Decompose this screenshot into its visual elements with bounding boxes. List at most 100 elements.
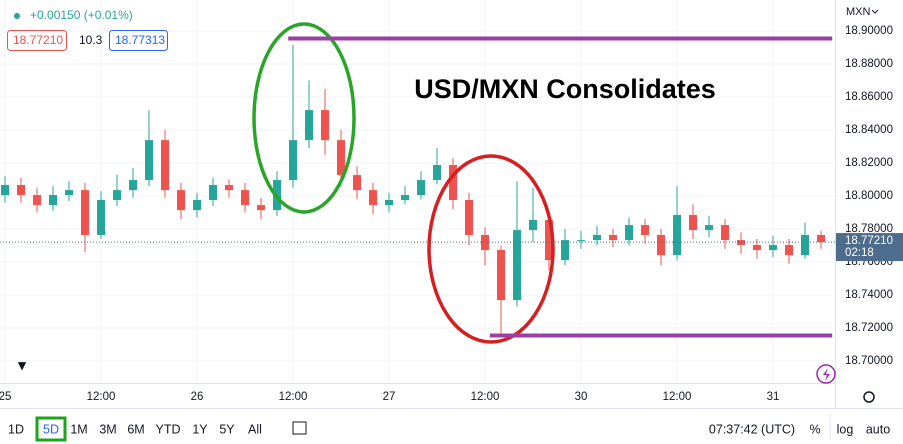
highlight-ellipse (427, 154, 555, 344)
candle-body (161, 140, 169, 191)
candle-body (33, 195, 41, 206)
candle-body (561, 240, 569, 261)
range-button[interactable]: YTD (156, 422, 181, 436)
range-button[interactable]: 5D (43, 422, 59, 436)
x-tick-label: 30 (575, 391, 588, 403)
date-range-icon[interactable] (292, 421, 307, 435)
range-button[interactable]: 3M (99, 422, 116, 436)
x-tick-label: 12:00 (87, 391, 116, 403)
x-tick-label: 31 (767, 391, 780, 403)
candle-body (769, 245, 777, 250)
candle-body (721, 225, 729, 241)
change: +0.00150 (+0.01%) (30, 8, 133, 22)
candle-body (257, 205, 265, 211)
spread: 10.3 (79, 33, 103, 47)
candle-body (545, 219, 553, 261)
candle-body (209, 184, 217, 200)
toolbar: 1D 5D 1M 3M 6M YTD 1Y 5Y All% log auto (8, 422, 890, 436)
ask-box (109, 30, 168, 51)
x-tick-label: 27 (383, 391, 396, 403)
clock: 07:37:42 (UTC) (709, 422, 795, 436)
candle-body (513, 230, 521, 300)
candle-body (289, 140, 297, 181)
candle-body (401, 195, 409, 200)
status-dot (14, 13, 20, 19)
x-tick-label: 12:00 (663, 391, 692, 403)
settings-icon[interactable] (863, 391, 875, 403)
candle-body (321, 110, 329, 141)
candle-body (113, 190, 121, 200)
candle-body (1, 184, 9, 196)
last-price-tag (836, 233, 903, 262)
highlight-ellipse (252, 22, 356, 214)
ask: 18.77313 (115, 33, 165, 47)
candle-body (753, 245, 761, 250)
candle-body (193, 199, 201, 211)
candle-body (801, 234, 809, 256)
candle-body (65, 190, 73, 196)
candle-body (673, 215, 681, 256)
range-button[interactable]: All (248, 422, 262, 436)
logo[interactable]: ▾ (17, 357, 26, 374)
last-price-label: 18.77210 (845, 235, 893, 247)
range-button[interactable]: 6M (127, 422, 144, 436)
range-button[interactable]: 1Y (192, 422, 208, 436)
y-tick-label: 18.84000 (845, 124, 893, 136)
candle-body (449, 165, 457, 200)
candle-body (97, 199, 105, 235)
candle-body (337, 140, 345, 176)
candle-body (481, 234, 489, 250)
alert-bolt (823, 368, 830, 381)
candle-body (49, 195, 57, 206)
y-tick-label: 18.80000 (845, 190, 893, 202)
candle-body (705, 225, 713, 231)
x-tick-label: 25 (0, 391, 11, 403)
range-button[interactable]: 5Y (219, 422, 235, 436)
candle-body (129, 180, 137, 191)
bid-box (7, 30, 67, 51)
candle-body (593, 234, 601, 241)
currency-chevron[interactable] (871, 9, 879, 14)
candle-body (497, 249, 505, 300)
candle-body (369, 190, 377, 206)
candle-body (817, 234, 825, 243)
candle-body (225, 184, 233, 191)
x-tick-label: 12:00 (471, 391, 500, 403)
candle-body (625, 225, 633, 241)
currency[interactable]: MXN (846, 6, 871, 18)
annotation: USD/MXN Consolidates (414, 74, 716, 104)
active-range-frame (35, 416, 67, 442)
candle-body (385, 199, 393, 206)
scale-option[interactable]: % (809, 422, 820, 436)
candle-body (81, 190, 89, 235)
candle-body (177, 190, 185, 211)
candle-body (305, 110, 313, 141)
candle-body (785, 245, 793, 256)
candle-body (529, 219, 537, 231)
candle-body (353, 175, 361, 191)
candle-body (433, 165, 441, 181)
range-button[interactable]: 1M (70, 422, 87, 436)
candle-body (609, 234, 617, 241)
candle-body (145, 140, 153, 181)
x-tick-label: 12:00 (279, 391, 308, 403)
y-tick-label: 18.90000 (845, 25, 893, 37)
candle-body (17, 184, 25, 196)
scale-option[interactable]: log (837, 422, 854, 436)
candle-body (641, 225, 649, 235)
countdown: 02:18 (845, 247, 874, 259)
range-button[interactable]: 1D (8, 422, 24, 436)
y-tick-label: 18.82000 (845, 157, 893, 169)
y-tick-label: 18.72000 (845, 322, 893, 334)
candle-body (465, 199, 473, 235)
candle-body (577, 240, 585, 242)
y-tick-label: 18.70000 (845, 355, 893, 367)
y-tick-label: 18.78000 (845, 223, 893, 235)
y-tick-label: 18.86000 (845, 91, 893, 103)
candle-body (417, 180, 425, 196)
scale-option[interactable]: auto (866, 422, 890, 436)
candles (1, 45, 825, 335)
candle-body (241, 190, 249, 206)
